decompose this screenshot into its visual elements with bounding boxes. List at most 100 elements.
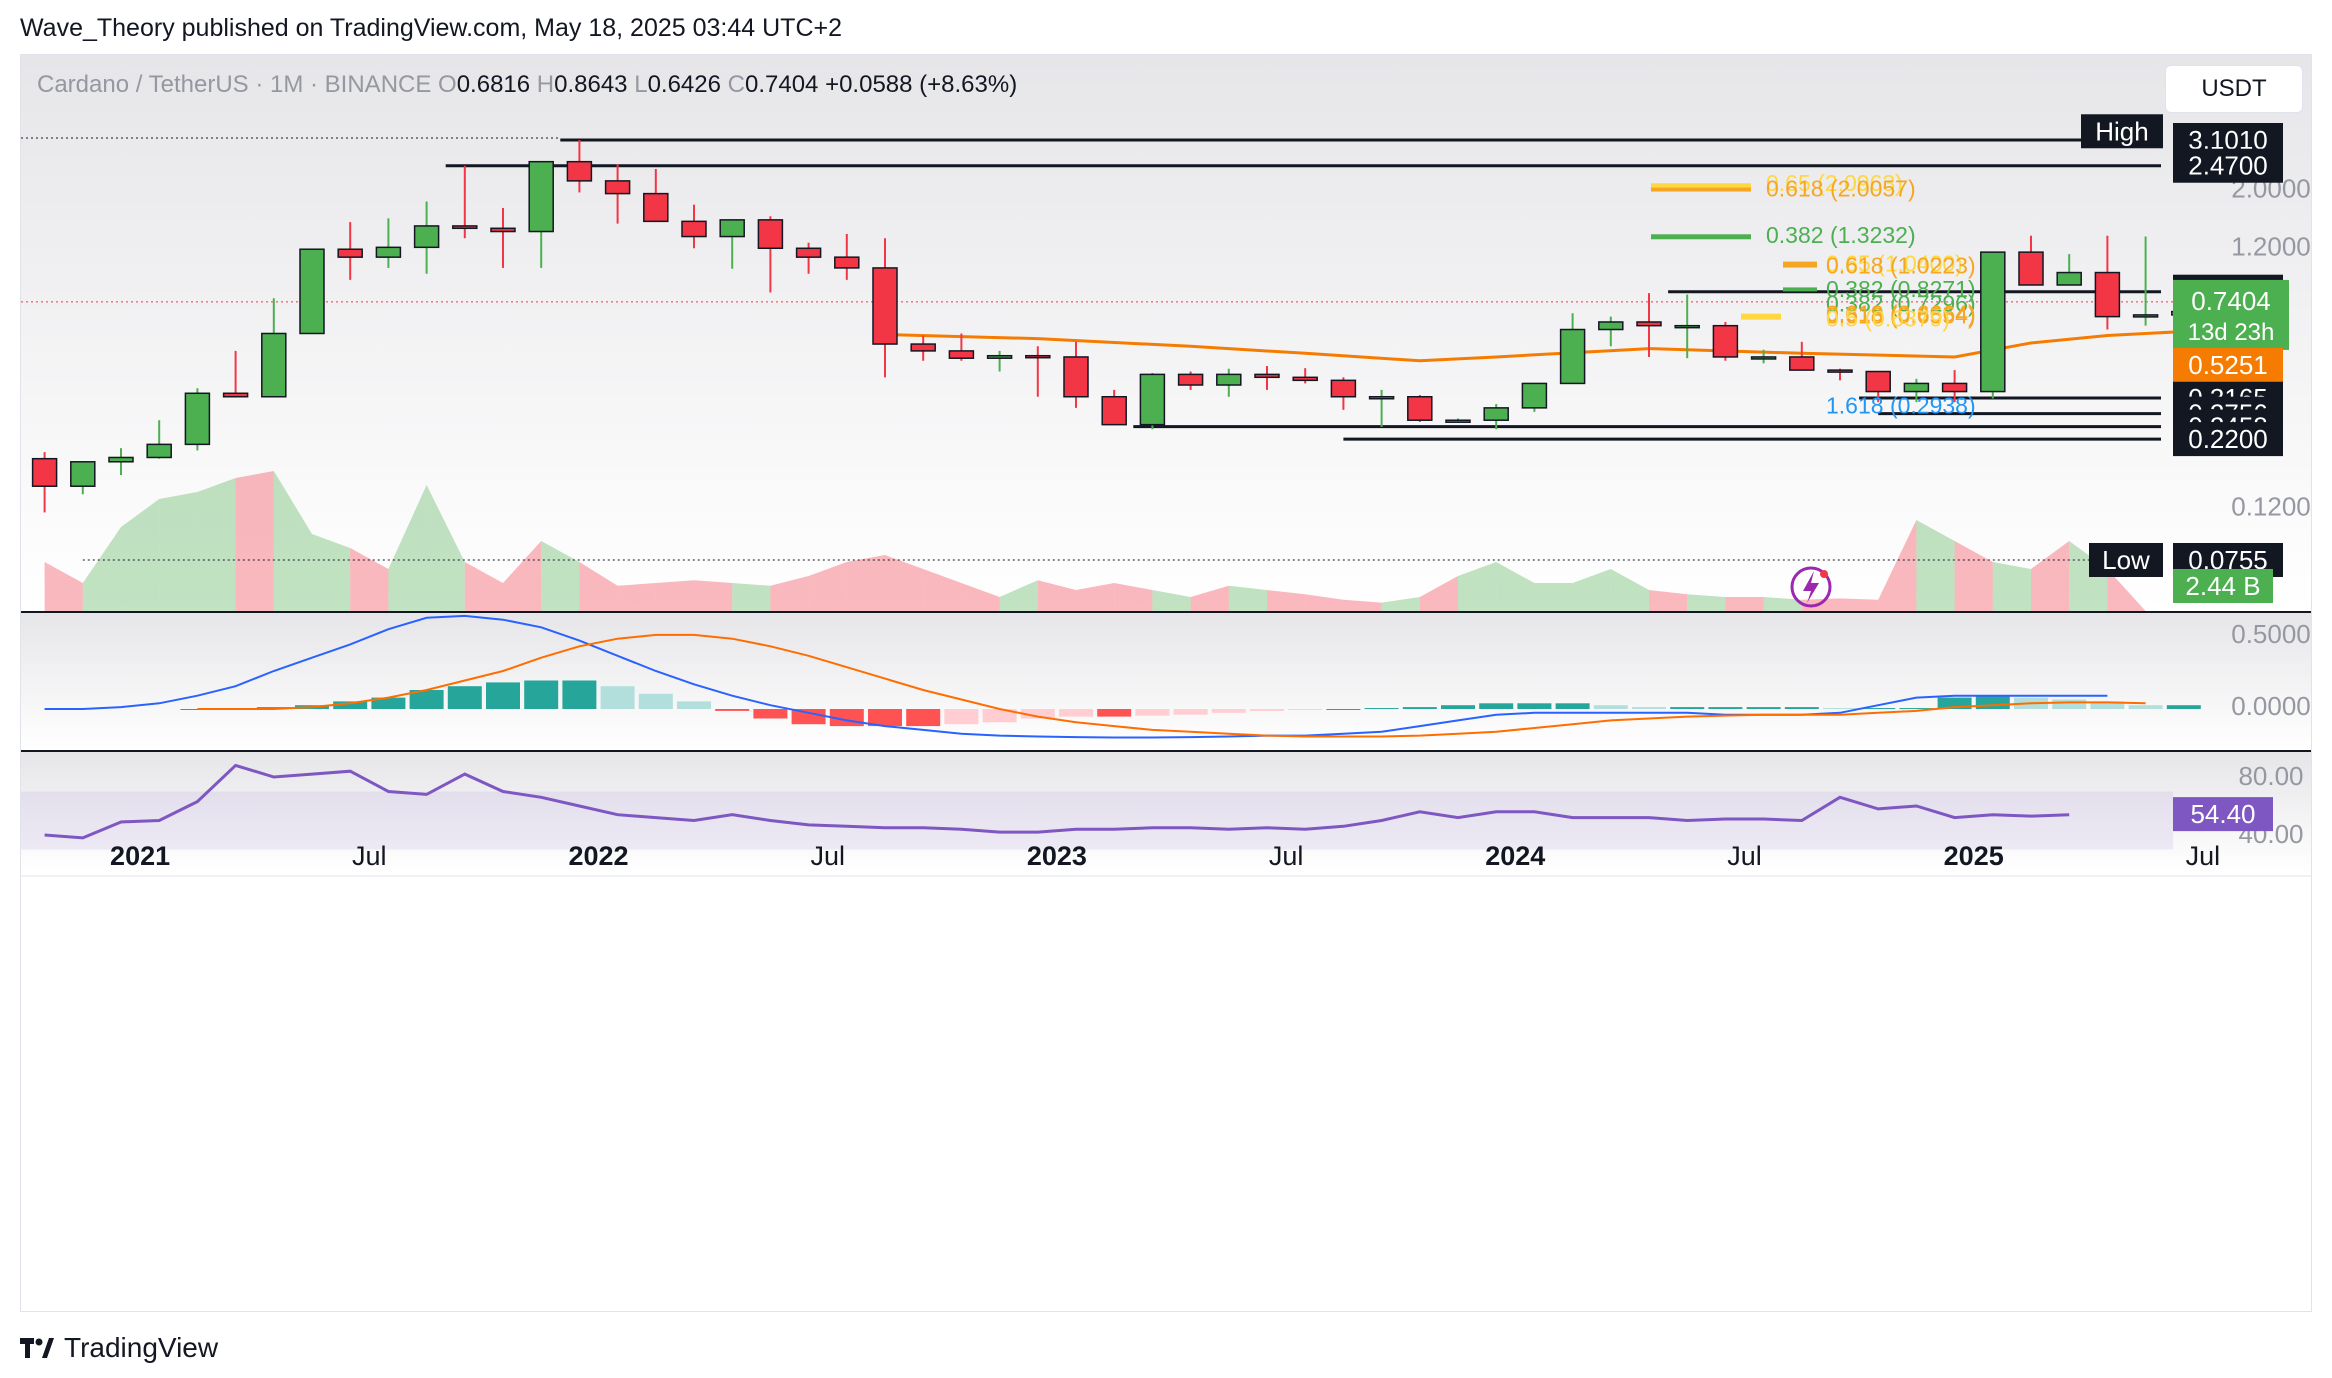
tradingview-logo-icon <box>20 1338 54 1358</box>
volume-area-segment <box>808 562 847 611</box>
volume-area-segment <box>503 541 542 611</box>
volume-area-segment <box>732 583 771 611</box>
candle-body <box>261 332 287 398</box>
low-label: L <box>634 71 648 98</box>
fib-level-label: 0.382 (0.8271) <box>1826 276 1976 302</box>
fib-level-label: 0.382 (0.7296) <box>1826 291 1976 317</box>
volume-area-segment <box>1305 594 1344 611</box>
price-axis-tick: 1.2000 <box>2231 231 2311 261</box>
macd-histogram-bar <box>1975 695 2010 709</box>
volume-area-segment <box>579 562 618 611</box>
volume-area-segment <box>694 580 733 611</box>
volume-area-segment <box>999 580 1038 611</box>
candle-body <box>681 220 707 238</box>
volume-area-segment <box>2069 541 2108 611</box>
macd-histogram-bar <box>868 709 902 727</box>
candle-body <box>1865 370 1891 393</box>
macd-histogram-bar <box>1861 708 1896 710</box>
macd-histogram-bar <box>2090 701 2125 709</box>
volume-area-segment <box>1916 520 1955 611</box>
volume-area-segment <box>1267 590 1306 611</box>
volume-area-segment <box>1458 562 1497 611</box>
fib-level-label: 0.5 (0.6379) <box>1826 305 1950 331</box>
candle-body <box>910 343 936 352</box>
time-axis-label: Jul <box>1269 841 1304 871</box>
volume-area-segment <box>1076 583 1115 611</box>
candle-body <box>452 225 478 230</box>
high-label-box <box>2081 114 2163 149</box>
fib-level-label: 1.618 (0.2938) <box>1826 393 1976 419</box>
volume-area-segment <box>1878 520 1917 611</box>
candle-body <box>1980 251 2006 393</box>
macd-histogram-bar <box>753 709 788 719</box>
volume-value-box <box>2173 569 2273 603</box>
bar-countdown-label: 13d 23h <box>2188 319 2275 346</box>
volume-area-segment <box>655 580 694 611</box>
chart-canvas[interactable]: 0.65 (2.0963)0.618 (2.0057) 0.382 (1.3232… <box>21 55 2312 1312</box>
symbol-label: Cardano / TetherUS · 1M · BINANCE <box>37 71 432 98</box>
macd-histogram-bar <box>1479 703 1514 709</box>
fib-level-label: 0.618 (1.0223) <box>1826 253 1976 279</box>
candle-body <box>490 227 516 233</box>
candle-body <box>1216 373 1242 386</box>
macd-histogram-bar <box>1746 707 1781 709</box>
volume-area-segment <box>159 492 198 611</box>
fib-level-label: 0.618 (0.6664) <box>1826 301 1976 327</box>
volume-area-segment <box>1534 583 1573 611</box>
candle-body <box>1445 419 1471 423</box>
candle-body <box>948 350 975 359</box>
fib-zone-bar <box>1651 187 1751 192</box>
volume-area-segment <box>273 471 312 611</box>
fib-zone-bar <box>1783 287 1817 292</box>
fib-level-label: 0.618 (0.6554) <box>1826 302 1976 328</box>
rsi-band <box>21 791 2173 850</box>
candle-body <box>31 457 58 487</box>
candle-body <box>146 443 172 459</box>
candle-body <box>1292 376 1318 382</box>
volume-area-segment <box>82 527 121 611</box>
candle-body <box>1521 382 1548 409</box>
volume-area-segment <box>1114 583 1153 611</box>
macd-histogram-bar <box>1937 697 1972 709</box>
open-value: 0.6816 <box>456 71 531 98</box>
price-axis-tick: 80.00 <box>2238 761 2303 791</box>
volume-area-segment <box>1190 585 1229 611</box>
candle-body <box>413 225 440 249</box>
time-axis-label: Jul <box>810 841 845 871</box>
chart-frame[interactable]: 0.65 (2.0963) 0.618 (2.0057) 0.382 (1.3232… <box>20 54 2312 1312</box>
macd-histogram-bar <box>715 709 750 711</box>
macd-histogram-bar <box>1020 709 1055 719</box>
candle-body <box>2132 314 2159 318</box>
fib-level-label: 0.65 (2.0963) <box>1766 170 1903 196</box>
volume-area-segment <box>1381 597 1420 611</box>
ema-price-box <box>2173 347 2283 382</box>
macd-histogram-bar <box>677 701 711 709</box>
open-label: O <box>438 71 457 98</box>
volume-area-segment <box>1419 576 1458 611</box>
time-axis-label: 2022 <box>568 841 628 871</box>
volume-area-segment <box>1572 569 1611 611</box>
price-axis-tick: 0.5000 <box>2231 619 2311 649</box>
volume-area-segment <box>44 562 83 611</box>
currency-button[interactable]: USDT <box>2165 65 2303 113</box>
volume-area-segment <box>235 471 274 611</box>
volume-area-segment <box>923 569 962 611</box>
candle-body <box>795 247 822 258</box>
notification-dot-icon <box>1820 570 1828 578</box>
macd-histogram-bar <box>2128 705 2163 709</box>
close-value: 0.7404 <box>744 71 819 98</box>
candle-body <box>108 456 134 463</box>
macd-histogram-bar <box>1250 709 1284 711</box>
volume-area-segment <box>312 534 351 611</box>
fib-zone-bar <box>1783 261 1817 268</box>
volume-area-segment <box>1649 590 1688 611</box>
high-label: H <box>536 71 555 98</box>
candle-body <box>1368 395 1395 400</box>
time-axis-label: 2023 <box>1027 841 1087 871</box>
candle-body <box>1903 382 1930 393</box>
candle-body <box>1025 354 1051 359</box>
macd-histogram-bar <box>1784 707 1819 709</box>
candle-body <box>1636 321 1662 327</box>
macd-histogram-bar <box>1364 708 1399 710</box>
lightning-icon <box>1790 566 1832 608</box>
